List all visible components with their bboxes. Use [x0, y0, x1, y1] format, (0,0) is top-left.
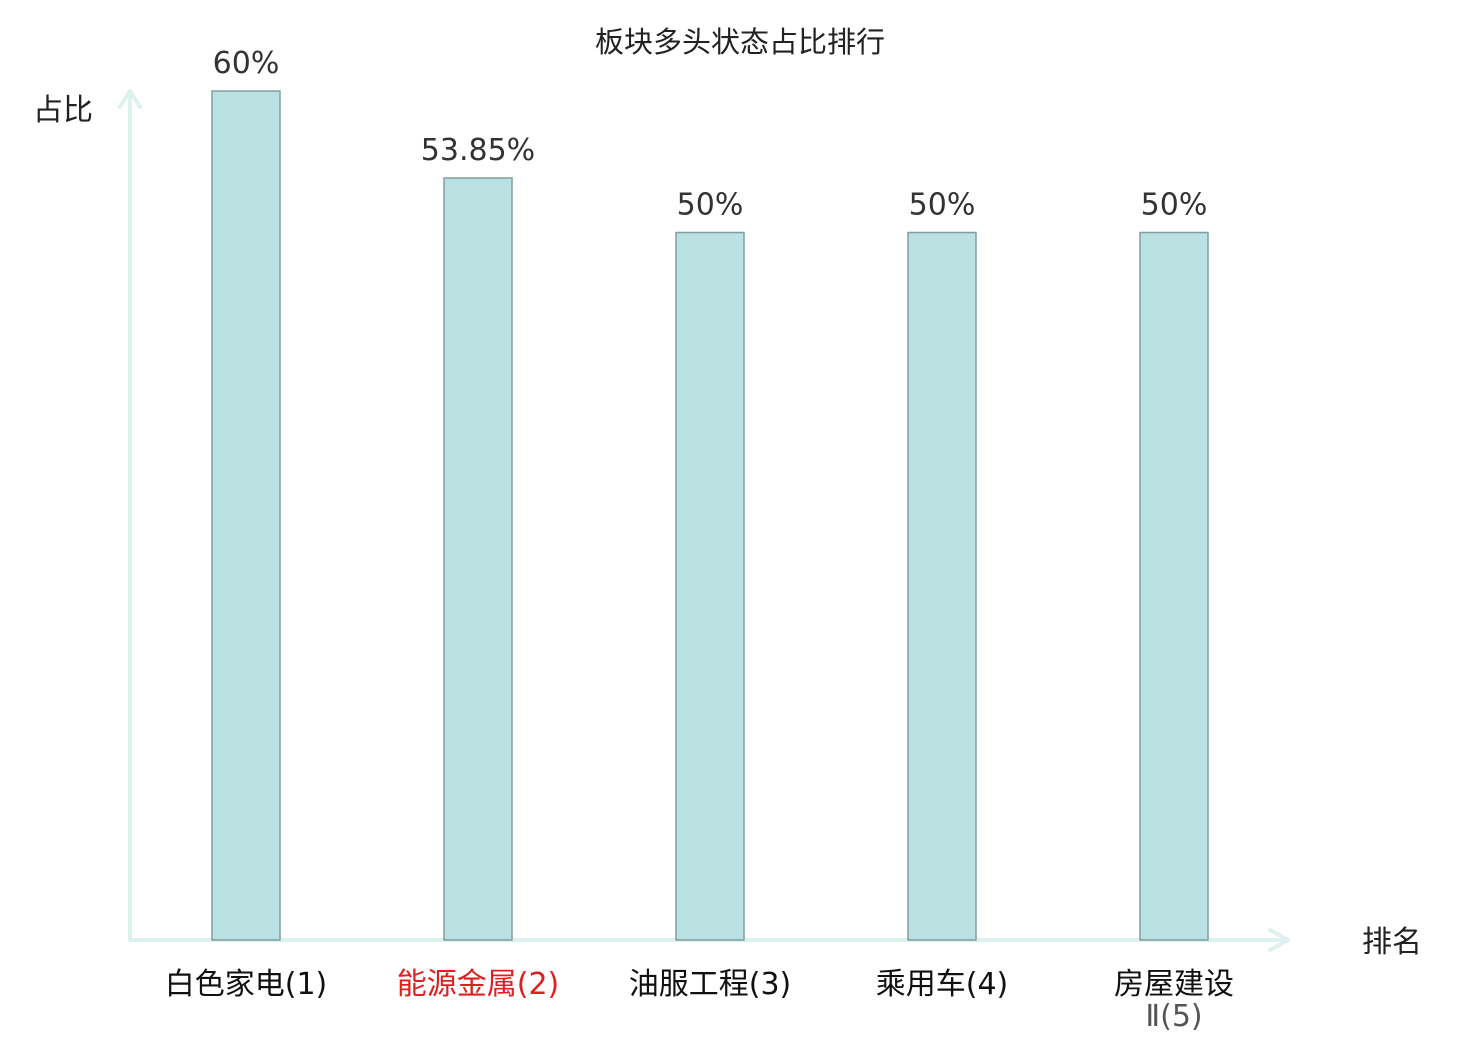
category-label-5: 房屋建设 [1114, 967, 1234, 1002]
value-label-3: 50% [677, 188, 744, 223]
bar-4 [907, 231, 977, 941]
category-label-2: 能源金属(2) [397, 967, 560, 1002]
category-label-4: 乘用车(4) [876, 967, 1009, 1002]
value-label-2: 53.85% [421, 133, 535, 168]
x-axis-arrow [1268, 928, 1290, 952]
value-label-5: 50% [1141, 188, 1208, 223]
chart-title: 板块多头状态占比排行 [595, 25, 885, 59]
value-label-4: 50% [909, 188, 976, 223]
y-axis-arrow [118, 89, 142, 109]
bar-3 [675, 231, 745, 941]
y-axis-title: 占比 [33, 93, 93, 128]
x-axis-title: 排名 [1362, 925, 1422, 960]
bar-2 [443, 177, 513, 941]
category-label-5-line2: Ⅱ(5) [1145, 999, 1202, 1034]
value-label-1: 60% [213, 46, 280, 81]
category-label-3: 油服工程(3) [629, 967, 792, 1002]
category-label-1: 白色家电(1) [165, 967, 328, 1002]
bar-1 [211, 90, 281, 941]
value-label-group: 60% 53.85% 50% 50% 50% [213, 46, 1208, 223]
bar-group [211, 90, 1209, 941]
bar-5 [1139, 231, 1209, 941]
